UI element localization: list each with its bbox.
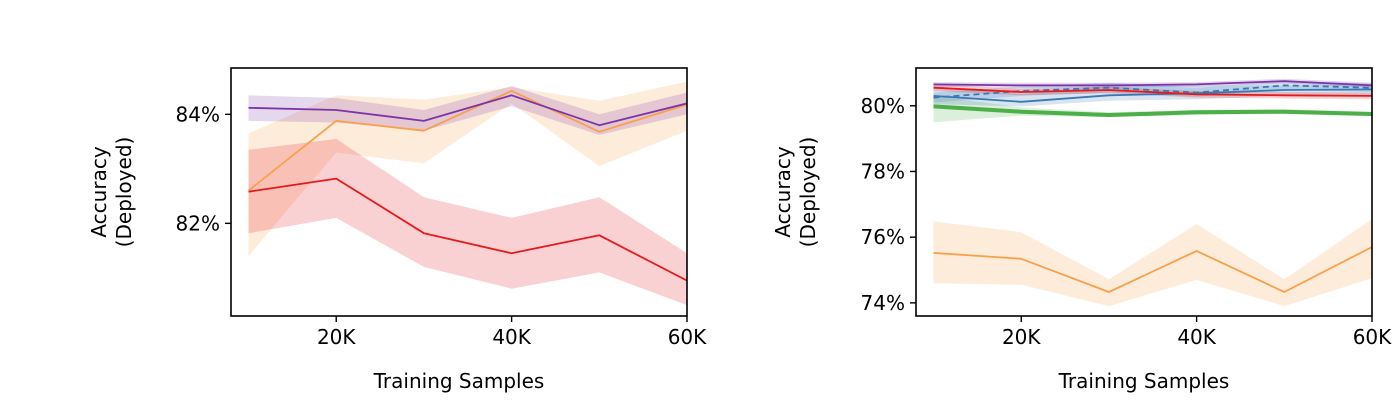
y-axis-label-line-1: Accuracy [87, 146, 111, 237]
y-axis-label-line-2: (Deployed) [112, 137, 136, 248]
chart-panel-1: 20K 40K 60K 82% 84% Training Samples Accuracy(… [87, 67, 707, 393]
x-axis-label: Training Samples [1058, 369, 1230, 393]
plot-area [933, 78, 1372, 307]
y-tick-label: 76% [861, 225, 905, 249]
axes-frame [230, 67, 688, 317]
series-6-line [933, 80, 1372, 87]
x-axis-label: Training Samples [373, 369, 545, 393]
series-1-confidence-band [933, 219, 1372, 307]
chart-panel-2: 20K 40K 60K 74% 76% 78% 80% Training Samples Acc… [771, 67, 1392, 393]
series-2-confidence-band [248, 138, 687, 306]
series-2-line [933, 104, 1372, 117]
axes-frame [915, 67, 1373, 317]
y-axis-label-line-2: (Deployed) [796, 137, 820, 248]
x-tick-label: 60K [668, 325, 707, 349]
y-axis-label-line-1: Accuracy [771, 146, 795, 237]
x-tick-label: 60K [1353, 325, 1392, 349]
series-2-line [248, 177, 687, 282]
series-3-line [248, 94, 687, 127]
series-1-line [247, 90, 687, 192]
y-tick-label: 74% [861, 291, 905, 315]
y-tick-label: 80% [861, 94, 905, 118]
y-tick-label: 82% [176, 211, 220, 235]
x-tick-label: 40K [1177, 325, 1216, 349]
x-tick-label: 20K [317, 325, 356, 349]
y-tick-label: 78% [861, 159, 905, 183]
y-tick-label: 84% [176, 102, 220, 126]
x-tick-label: 40K [492, 325, 531, 349]
x-tick-label: 20K [1002, 325, 1041, 349]
plot-area [247, 81, 687, 306]
series-3-line [933, 88, 1372, 103]
series-1-confidence-band [248, 81, 687, 256]
series-2-confidence-band [933, 95, 1372, 123]
series-1-line [933, 246, 1372, 293]
series-5-line [933, 86, 1372, 97]
